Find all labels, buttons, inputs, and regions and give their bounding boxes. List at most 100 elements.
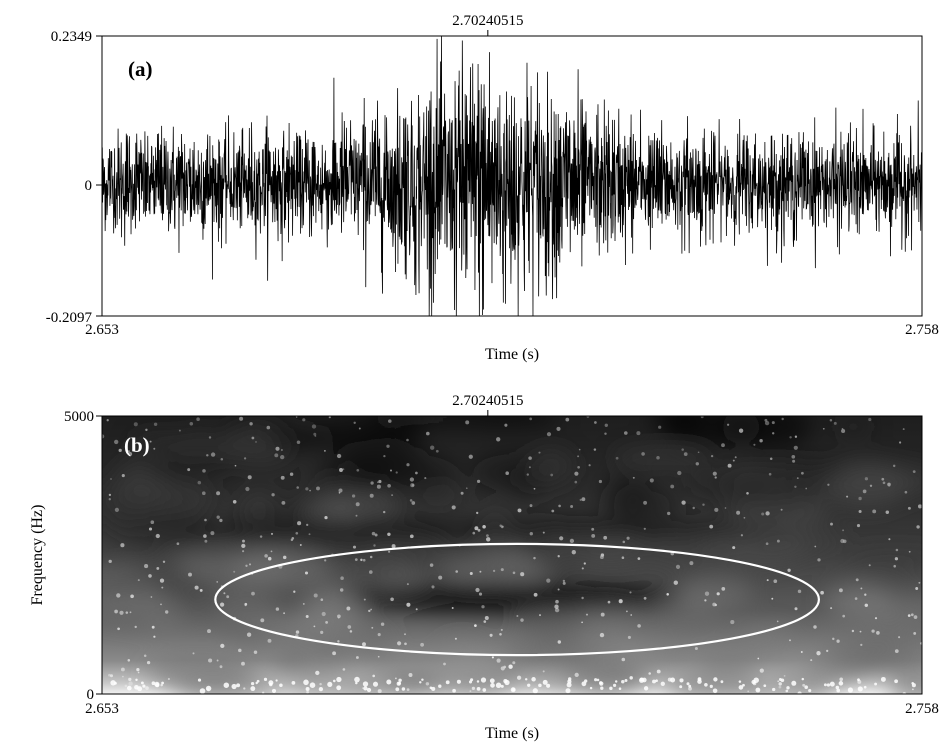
spectrogram-speck	[755, 687, 761, 693]
spectrogram-speck	[452, 688, 456, 693]
spectrogram-speck	[377, 655, 380, 658]
spectrogram-x-axis-label: Time (s)	[485, 725, 539, 742]
spectrogram-speck	[187, 468, 191, 472]
spectrogram-speck	[567, 679, 572, 684]
spectrogram-speck	[362, 642, 366, 647]
spectrogram-speck	[622, 540, 626, 544]
spectrogram-speck	[846, 495, 849, 498]
spectrogram-speck	[609, 686, 613, 691]
spectrogram-speck	[338, 491, 341, 494]
spectrogram-speck	[859, 630, 862, 633]
spectrogram-speck	[128, 677, 132, 682]
spectrogram-speck	[295, 531, 299, 535]
spectrogram-speck	[555, 599, 559, 604]
spectrogram-speck	[386, 444, 390, 448]
spectrogram-speck	[789, 639, 791, 642]
spectrogram-speck	[652, 679, 656, 684]
spectrogram-y-min-label: 0	[87, 687, 95, 703]
spectrogram-speck	[153, 447, 156, 450]
spectrogram-speck	[325, 621, 328, 624]
spectrogram-blob	[594, 667, 655, 689]
spectrogram-speck	[829, 418, 833, 422]
waveform-panel-label: (a)	[128, 57, 153, 81]
spectrogram-speck	[797, 589, 802, 594]
spectrogram-speck	[686, 682, 690, 686]
spectrogram-speck	[159, 578, 165, 583]
spectrogram-speck	[704, 591, 710, 596]
spectrogram-speck	[785, 689, 789, 693]
spectrogram-speck	[460, 491, 464, 495]
spectrogram-speck	[643, 500, 648, 505]
waveform-y-max-label: 0.2349	[51, 29, 92, 45]
spectrogram-blob	[503, 639, 594, 665]
spectrogram-speck	[599, 681, 604, 686]
spectrogram-speck	[116, 593, 121, 598]
spectrogram-speck	[149, 440, 152, 443]
spectrogram-speck	[376, 484, 381, 489]
spectrogram-speck	[401, 687, 406, 691]
spectrogram-speck	[383, 510, 386, 514]
spectrogram-speck	[832, 637, 835, 641]
waveform-line	[102, 36, 922, 316]
spectrogram-speck	[239, 416, 244, 421]
spectrogram-speck	[243, 457, 247, 460]
spectrogram-speck	[829, 681, 835, 687]
spectrogram-speck	[110, 478, 112, 480]
spectrogram-x-max-label: 2.758	[905, 701, 939, 717]
spectrogram-speck	[607, 600, 611, 604]
spectrogram-speck	[241, 543, 246, 549]
spectrogram-speck	[589, 686, 593, 690]
spectrogram-speck	[144, 564, 149, 569]
spectrogram-speck	[574, 471, 579, 476]
spectrogram-speck	[199, 588, 203, 592]
spectrogram-speck	[584, 679, 588, 683]
spectrogram-speck	[738, 680, 742, 683]
spectrogram-speck	[342, 668, 346, 671]
spectrogram-speck	[127, 450, 130, 453]
spectrogram-speck	[538, 683, 542, 688]
spectrogram-speck	[732, 546, 736, 550]
spectrogram-speck	[383, 454, 386, 458]
spectrogram-speck	[793, 445, 798, 450]
spectrogram-speck	[388, 419, 392, 423]
spectrogram-speck	[320, 630, 324, 634]
spectrogram-speck	[763, 684, 767, 688]
spectrogram-speck	[332, 651, 337, 656]
spectrogram-speck	[489, 633, 493, 637]
spectrogram-speck	[355, 514, 358, 517]
spectrogram-speck	[336, 453, 342, 459]
spectrogram-speck	[219, 518, 223, 523]
spectrogram-speck	[373, 544, 376, 547]
spectrogram-speck	[847, 687, 854, 693]
spectrogram-speck	[791, 680, 797, 686]
spectrogram-speck	[349, 630, 353, 633]
spectrogram-speck	[581, 681, 587, 687]
spectrogram-speck	[128, 451, 133, 457]
spectrogram-speck	[904, 490, 908, 494]
spectrogram-speck	[557, 640, 561, 644]
spectrogram-speck	[270, 532, 274, 535]
spectrogram-speck	[734, 456, 737, 459]
spectrogram-speck	[772, 432, 775, 435]
spectrogram-speck	[146, 660, 151, 665]
spectrogram-speck	[140, 681, 144, 685]
spectrogram-speck	[110, 674, 113, 678]
spectrogram-speck	[594, 678, 598, 682]
spectrogram-speck	[155, 683, 160, 688]
spectrogram-speck	[624, 679, 628, 682]
spectrogram-speck	[282, 555, 287, 560]
spectrogram-speck	[244, 602, 248, 606]
spectrogram-speck	[604, 423, 608, 427]
spectrogram-speck	[727, 463, 732, 468]
spectrogram-speck	[476, 479, 481, 484]
spectrogram-speck	[189, 422, 194, 426]
spectrogram-speck	[308, 533, 311, 536]
spectrogram-speck	[780, 508, 783, 511]
spectrogram-speck	[872, 509, 877, 514]
spectrogram-speck	[720, 680, 724, 684]
spectrogram-speck	[766, 579, 769, 582]
spectrogram-speck	[531, 677, 536, 682]
spectrogram-blob	[130, 433, 177, 455]
spectrogram-speck	[907, 614, 911, 617]
spectrogram-speck	[119, 610, 124, 615]
